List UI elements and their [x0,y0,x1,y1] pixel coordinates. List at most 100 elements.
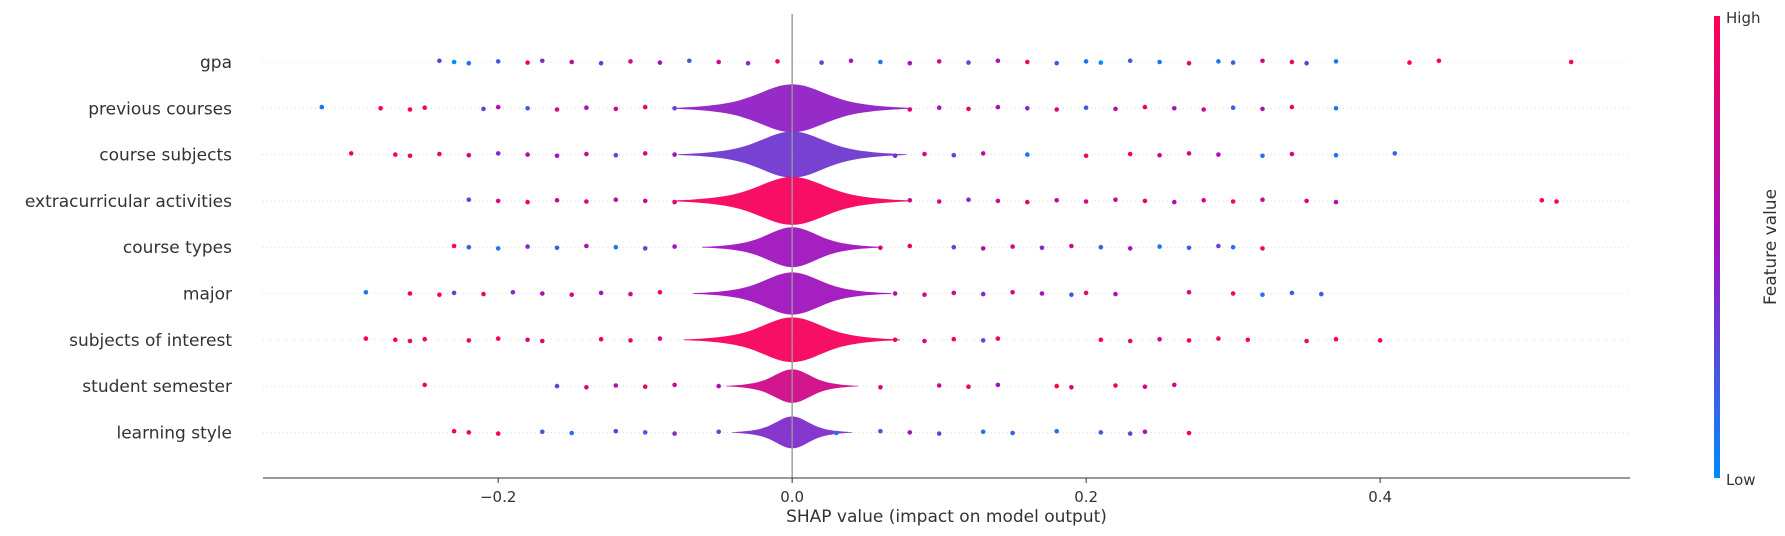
data-point [951,290,957,296]
data-point [995,336,1001,341]
data-point [1142,198,1148,204]
data-point [1098,244,1104,250]
data-point [922,338,927,344]
data-point [628,338,633,343]
data-point [1172,199,1177,205]
data-point [451,243,457,249]
data-point [672,199,677,205]
data-point [1333,106,1339,111]
data-point [687,58,692,64]
data-point [936,59,942,64]
data-point [540,291,545,296]
data-point [672,382,677,388]
data-point [1245,337,1251,343]
data-point [407,107,413,112]
data-point [628,291,633,297]
data-point [1289,104,1295,110]
data-point [1201,107,1206,112]
data-point [745,60,751,66]
data-point [1186,151,1192,156]
data-point [1260,197,1265,202]
data-point [481,291,486,297]
data-point [554,153,560,159]
data-point [966,384,971,390]
data-point [348,151,354,156]
feature-label: gpa [200,53,232,73]
data-point [1186,338,1192,343]
data-point [495,431,501,436]
data-point [1392,151,1398,156]
data-point [466,430,472,435]
data-point [657,336,663,341]
data-point [628,59,633,64]
x-tick-label: 0.2 [1074,488,1098,506]
data-point [1113,197,1118,202]
data-point [819,60,824,65]
data-point [1216,152,1221,157]
data-point [657,60,663,65]
x-tick-label: −0.2 [480,488,516,506]
data-point [775,59,780,64]
data-point [1260,292,1265,298]
data-point [672,152,677,157]
feature-label: learning style [116,423,232,443]
data-point [1010,244,1015,249]
data-point [716,59,721,65]
data-point [1113,291,1118,297]
data-point [1216,59,1221,64]
data-point [1289,151,1295,157]
data-point [1186,430,1192,436]
feature-label: extracurricular activities [25,192,232,212]
data-point [1436,58,1442,64]
data-point [495,104,501,110]
x-tick-label: 0.4 [1368,488,1392,506]
data-point [642,430,648,435]
x-tick-label: 0.0 [780,488,804,506]
data-point [1083,199,1089,204]
data-point [907,60,913,66]
data-point [1025,152,1030,157]
data-point [525,244,530,249]
data-point [1186,60,1192,66]
data-point [1157,152,1162,158]
data-point [1054,383,1059,389]
data-point [834,430,839,436]
data-point [1377,338,1383,343]
data-point [936,105,942,110]
data-point [980,429,986,435]
data-point [1098,60,1104,65]
data-point [422,382,428,388]
data-point [613,383,619,388]
data-point [907,198,913,203]
data-point [716,429,721,435]
data-point [1025,106,1030,111]
data-point [1230,244,1236,250]
data-point [1142,429,1148,435]
data-point [584,151,589,157]
data-point [1304,198,1309,204]
data-point [584,199,589,204]
data-point [1172,382,1177,388]
data-point [980,291,986,297]
data-point [495,198,501,204]
data-point [1127,246,1133,251]
data-point [1333,199,1339,205]
data-point [1172,106,1177,111]
data-point [1039,291,1045,296]
data-point [481,106,486,112]
data-point [1230,60,1236,65]
data-point [1157,244,1162,249]
data-point [451,59,457,65]
data-point [1069,385,1074,390]
data-point [407,291,413,296]
data-point [878,245,883,251]
data-point [1054,60,1059,66]
data-point [451,428,457,434]
data-point [378,106,383,111]
data-point [642,151,648,156]
data-point [1054,428,1059,434]
data-point [584,243,589,249]
data-point [892,153,898,159]
data-point [1304,338,1309,344]
data-point [598,336,604,342]
